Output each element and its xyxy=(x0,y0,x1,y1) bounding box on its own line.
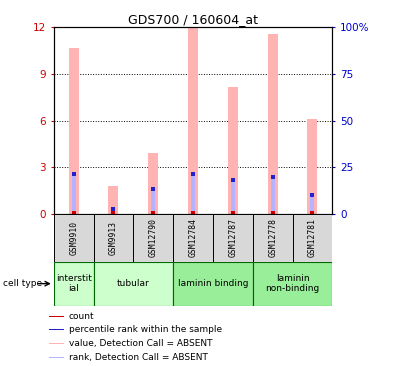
FancyBboxPatch shape xyxy=(54,262,94,306)
FancyBboxPatch shape xyxy=(173,214,213,262)
Text: rank, Detection Call = ABSENT: rank, Detection Call = ABSENT xyxy=(69,353,208,362)
Text: laminin binding: laminin binding xyxy=(178,279,248,288)
Text: percentile rank within the sample: percentile rank within the sample xyxy=(69,325,222,335)
Text: GSM12790: GSM12790 xyxy=(149,219,158,257)
FancyBboxPatch shape xyxy=(94,262,173,306)
Bar xyxy=(111,209,115,214)
Bar xyxy=(228,87,238,214)
FancyBboxPatch shape xyxy=(253,262,332,306)
Bar xyxy=(231,180,235,214)
FancyBboxPatch shape xyxy=(253,214,293,262)
Text: interstit
ial: interstit ial xyxy=(56,274,92,294)
Text: count: count xyxy=(69,311,94,321)
Text: GSM12781: GSM12781 xyxy=(308,219,317,257)
FancyBboxPatch shape xyxy=(133,214,173,262)
Bar xyxy=(72,174,76,214)
Bar xyxy=(49,343,64,344)
FancyBboxPatch shape xyxy=(173,262,253,306)
FancyBboxPatch shape xyxy=(94,214,133,262)
Bar xyxy=(49,315,64,317)
Bar xyxy=(310,195,314,214)
Text: GSM9910: GSM9910 xyxy=(69,221,78,255)
Text: GSM12784: GSM12784 xyxy=(189,219,197,257)
Title: GDS700 / 160604_at: GDS700 / 160604_at xyxy=(128,13,258,26)
Text: GSM12778: GSM12778 xyxy=(268,219,277,257)
Bar xyxy=(69,48,79,214)
Text: value, Detection Call = ABSENT: value, Detection Call = ABSENT xyxy=(69,339,212,348)
Bar xyxy=(188,27,198,214)
Bar xyxy=(49,357,64,358)
Bar xyxy=(151,189,155,214)
FancyBboxPatch shape xyxy=(213,214,253,262)
Bar xyxy=(271,177,275,214)
Text: cell type: cell type xyxy=(3,279,42,288)
FancyBboxPatch shape xyxy=(293,214,332,262)
Bar xyxy=(148,153,158,214)
Bar xyxy=(267,34,277,214)
Bar xyxy=(191,174,195,214)
FancyBboxPatch shape xyxy=(54,214,94,262)
Text: tubular: tubular xyxy=(117,279,150,288)
Text: laminin
non-binding: laminin non-binding xyxy=(265,274,320,294)
Bar xyxy=(307,119,317,214)
Text: GSM12787: GSM12787 xyxy=(228,219,237,257)
Bar xyxy=(108,186,119,214)
Text: GSM9913: GSM9913 xyxy=(109,221,118,255)
Bar xyxy=(49,329,64,330)
